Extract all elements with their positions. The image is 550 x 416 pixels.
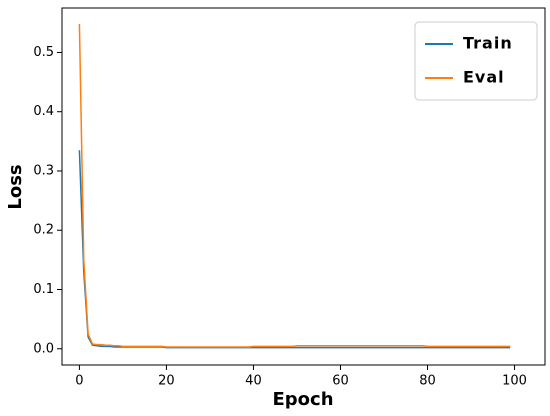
y-tick-label: 0.2 (33, 223, 54, 238)
y-tick-label: 0.5 (33, 45, 54, 60)
y-tick-label: 0.4 (33, 104, 54, 119)
y-tick-label: 0.3 (33, 163, 54, 178)
legend-label: Train (463, 34, 513, 53)
x-tick-label: 20 (158, 374, 175, 389)
x-tick-label: 40 (245, 374, 262, 389)
legend-label: Eval (463, 68, 505, 87)
x-tick-label: 60 (332, 374, 349, 389)
legend-box (414, 21, 538, 101)
plot-frame (61, 7, 546, 366)
x-tick-label: 80 (419, 374, 436, 389)
y-tick-label: 0.0 (33, 341, 54, 356)
x-axis-label: Epoch (272, 389, 333, 410)
y-tick-label: 0.1 (33, 282, 54, 297)
x-tick-label: 100 (502, 374, 527, 389)
series-line (78, 150, 511, 349)
series-line (78, 23, 511, 348)
y-axis-label: Loss (5, 164, 26, 209)
x-tick-label: 0 (75, 374, 83, 389)
